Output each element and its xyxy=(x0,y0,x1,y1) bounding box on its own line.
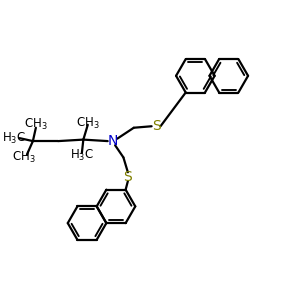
Text: CH$_3$: CH$_3$ xyxy=(12,150,36,165)
Text: CH$_3$: CH$_3$ xyxy=(24,117,48,132)
Text: S: S xyxy=(124,170,132,184)
Text: S: S xyxy=(152,119,161,133)
Text: H$_3$C: H$_3$C xyxy=(70,148,94,164)
Text: H$_3$C: H$_3$C xyxy=(2,130,26,146)
Text: N: N xyxy=(108,134,118,148)
Text: CH$_3$: CH$_3$ xyxy=(76,116,100,131)
